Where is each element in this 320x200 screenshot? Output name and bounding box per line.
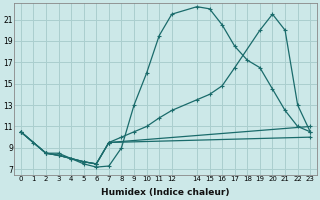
X-axis label: Humidex (Indice chaleur): Humidex (Indice chaleur) [101,188,230,197]
